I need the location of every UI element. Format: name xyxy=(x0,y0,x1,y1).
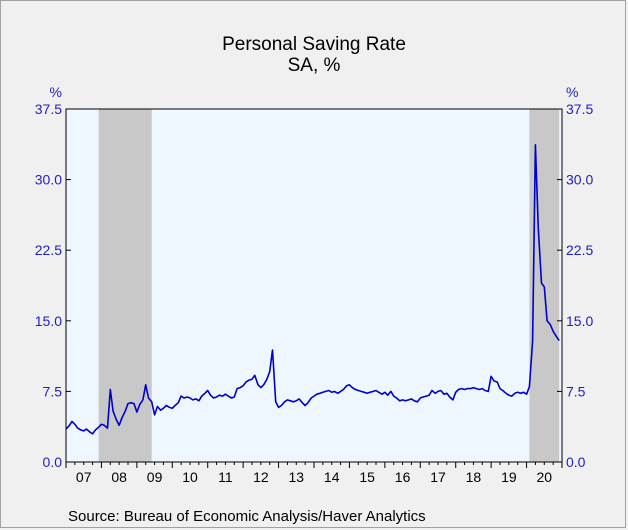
x-tick-label: 18 xyxy=(466,469,482,485)
y-tick-label-left: 0.0 xyxy=(43,454,63,470)
right-axis-unit: % xyxy=(566,84,578,100)
y-tick-label-right: 30.0 xyxy=(566,172,593,188)
x-tick-label: 15 xyxy=(359,469,375,485)
y-axis-ticks: 0.0 0.0 7.5 7.5 15.0 15.0 22.5 22.5 30.0 30.0 37.5… xyxy=(35,101,594,470)
left-axis-unit: % xyxy=(50,84,62,100)
y-tick-label-right: 7.5 xyxy=(566,383,586,399)
x-axis-ticks: 07 08 09 10 11 12 13 14 15 16 17 18 19 20 xyxy=(65,462,563,485)
series-layer xyxy=(65,144,560,435)
y-tick-label-left: 7.5 xyxy=(43,383,63,399)
x-tick-label: 12 xyxy=(253,469,269,485)
source-note: Source: Bureau of Economic Analysis/Have… xyxy=(68,508,426,525)
x-tick-label: 14 xyxy=(324,469,340,485)
recession-shading xyxy=(98,109,560,462)
chart-subtitle: SA, % xyxy=(287,55,341,76)
x-tick-label: 07 xyxy=(76,469,92,485)
y-tick-label-left: 22.5 xyxy=(35,242,62,258)
x-tick-label: 13 xyxy=(288,469,304,485)
y-tick-label-left: 37.5 xyxy=(35,101,62,117)
y-tick-label-right: 22.5 xyxy=(566,242,593,258)
x-tick-label: 19 xyxy=(501,469,517,485)
x-tick-label: 17 xyxy=(430,469,446,485)
series-line-1 xyxy=(65,144,560,435)
chart-title: Personal Saving Rate xyxy=(222,34,406,55)
y-tick-label-right: 0.0 xyxy=(566,454,586,470)
y-tick-label-right: 15.0 xyxy=(566,313,593,329)
x-tick-label: 10 xyxy=(182,469,198,485)
x-tick-label: 20 xyxy=(536,469,552,485)
y-tick-label-left: 15.0 xyxy=(35,313,62,329)
x-tick-label: 16 xyxy=(395,469,411,485)
x-tick-label: 08 xyxy=(111,469,127,485)
x-tick-label: 11 xyxy=(218,469,233,485)
y-tick-label-right: 37.5 xyxy=(566,101,593,117)
x-tick-label: 09 xyxy=(147,469,163,485)
y-tick-label-left: 30.0 xyxy=(35,172,62,188)
recession-band-1 xyxy=(98,109,152,462)
